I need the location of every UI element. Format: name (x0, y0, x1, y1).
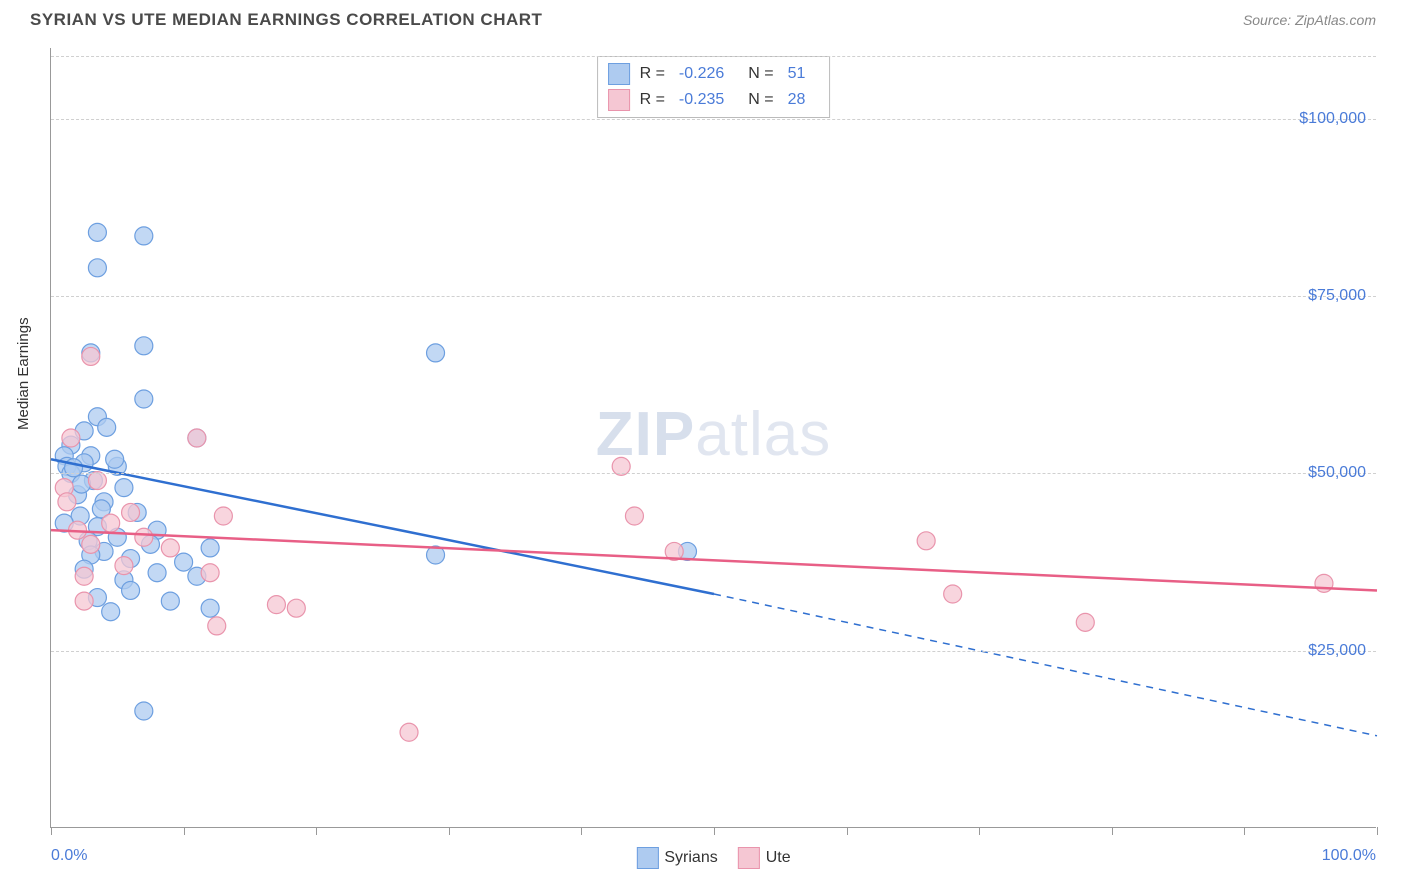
gridline-h (51, 119, 1376, 120)
x-tick-mark (1112, 827, 1113, 835)
data-point (161, 592, 179, 610)
series-legend: Syrians Ute (636, 847, 790, 869)
data-point (267, 596, 285, 614)
regression-line (51, 530, 1377, 590)
data-point (72, 475, 90, 493)
data-point (175, 553, 193, 571)
legend-row: R = -0.235 N = 28 (608, 87, 820, 113)
data-point (58, 493, 76, 511)
legend-n-label: N = (748, 65, 773, 83)
data-point (75, 592, 93, 610)
y-tick-label: $100,000 (1299, 110, 1366, 128)
x-tick-mark (449, 827, 450, 835)
data-point (88, 223, 106, 241)
x-tick-mark (51, 827, 52, 835)
data-point (135, 528, 153, 546)
data-point (161, 539, 179, 557)
data-point (427, 344, 445, 362)
data-point (135, 702, 153, 720)
data-point (1315, 574, 1333, 592)
data-point (98, 418, 116, 436)
data-point (106, 450, 124, 468)
data-point (287, 599, 305, 617)
data-point (188, 429, 206, 447)
gridline-h (51, 651, 1376, 652)
x-tick-mark (847, 827, 848, 835)
legend-n-value: 28 (788, 91, 806, 109)
y-axis-label: Median Earnings (15, 317, 32, 430)
data-point (201, 564, 219, 582)
regression-line-dashed (714, 594, 1377, 736)
data-point (115, 557, 133, 575)
legend-r-label: R = (640, 91, 665, 109)
legend-n-value: 51 (788, 65, 806, 83)
gridline-h (51, 56, 1376, 57)
correlation-legend: R = -0.226 N = 51 R = -0.235 N = 28 (597, 56, 831, 118)
data-point (135, 390, 153, 408)
legend-swatch (608, 89, 630, 111)
data-point (944, 585, 962, 603)
data-point (122, 503, 140, 521)
legend-swatch (738, 847, 760, 869)
x-tick-label: 0.0% (51, 847, 87, 865)
data-point (148, 564, 166, 582)
legend-r-value: -0.235 (679, 91, 724, 109)
legend-r-label: R = (640, 65, 665, 83)
data-point (115, 479, 133, 497)
legend-item: Ute (738, 847, 791, 869)
chart-title: SYRIAN VS UTE MEDIAN EARNINGS CORRELATIO… (30, 10, 542, 30)
legend-item: Syrians (636, 847, 717, 869)
data-point (88, 259, 106, 277)
data-point (208, 617, 226, 635)
data-point (135, 227, 153, 245)
legend-label: Ute (766, 849, 791, 867)
data-point (625, 507, 643, 525)
data-point (82, 535, 100, 553)
x-tick-mark (316, 827, 317, 835)
scatter-plot-svg (51, 48, 1376, 827)
data-point (82, 347, 100, 365)
legend-swatch (608, 63, 630, 85)
x-tick-mark (1377, 827, 1378, 835)
x-tick-mark (184, 827, 185, 835)
data-point (201, 539, 219, 557)
data-point (214, 507, 232, 525)
data-point (102, 514, 120, 532)
data-point (135, 337, 153, 355)
data-point (102, 603, 120, 621)
data-point (62, 429, 80, 447)
data-point (1076, 613, 1094, 631)
x-tick-mark (714, 827, 715, 835)
data-point (122, 581, 140, 599)
data-point (201, 599, 219, 617)
x-tick-mark (1244, 827, 1245, 835)
legend-row: R = -0.226 N = 51 (608, 61, 820, 87)
source-attribution: Source: ZipAtlas.com (1243, 12, 1376, 28)
data-point (917, 532, 935, 550)
gridline-h (51, 296, 1376, 297)
legend-label: Syrians (664, 849, 717, 867)
x-tick-label: 100.0% (1322, 847, 1376, 865)
x-tick-mark (979, 827, 980, 835)
data-point (400, 723, 418, 741)
legend-r-value: -0.226 (679, 65, 724, 83)
legend-swatch (636, 847, 658, 869)
y-tick-label: $25,000 (1308, 642, 1366, 660)
gridline-h (51, 473, 1376, 474)
data-point (75, 567, 93, 585)
y-tick-label: $75,000 (1308, 287, 1366, 305)
chart-plot-area: ZIPatlas R =-0.226N =51R =-0.235N =28 Sy… (50, 48, 1376, 828)
y-tick-label: $50,000 (1308, 464, 1366, 482)
legend-n-label: N = (748, 91, 773, 109)
x-tick-mark (581, 827, 582, 835)
